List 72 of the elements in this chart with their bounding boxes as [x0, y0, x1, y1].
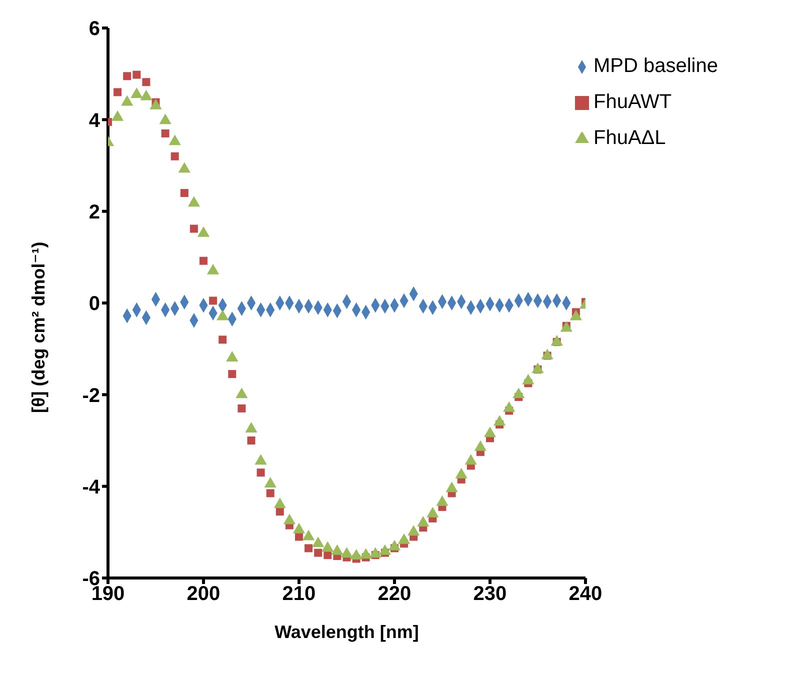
point: [312, 536, 324, 548]
point: [218, 336, 227, 344]
point: [378, 544, 392, 555]
point: [331, 544, 344, 555]
point: [570, 310, 582, 320]
y-tick-label: -2: [82, 384, 100, 407]
point: [340, 547, 353, 558]
legend-label: FhuAΔL: [593, 127, 666, 149]
point: [398, 533, 410, 544]
point: [209, 296, 218, 305]
y-tick-label: -4: [82, 476, 101, 498]
point: [360, 548, 372, 559]
point: [541, 348, 554, 360]
x-axis-title: Wavelength [nm]: [274, 622, 419, 642]
point: [350, 548, 362, 560]
point: [190, 224, 198, 233]
point: [114, 88, 122, 96]
point: [388, 540, 401, 550]
point: [522, 374, 534, 384]
point: [503, 401, 516, 412]
x-tick-label: 210: [282, 583, 316, 606]
x-tick-label: 240: [568, 583, 602, 606]
point: [304, 544, 313, 552]
point: [322, 541, 334, 552]
point: [254, 454, 267, 465]
point: [314, 548, 322, 557]
y-tick-label: 2: [88, 201, 100, 224]
point: [294, 532, 303, 541]
point: [247, 436, 256, 444]
point: [142, 78, 150, 86]
point: [238, 404, 246, 412]
legend-label: FhuAWT: [593, 91, 672, 113]
point: [245, 422, 258, 433]
point: [264, 477, 276, 488]
point: [426, 506, 439, 518]
point: [236, 388, 248, 398]
point: [161, 129, 170, 138]
point: [123, 72, 132, 80]
point: [324, 551, 332, 560]
point: [276, 508, 284, 516]
point: [228, 370, 236, 378]
y-tick-label: 6: [88, 18, 100, 40]
point: [484, 426, 496, 438]
point: [408, 525, 420, 536]
point: [180, 189, 188, 197]
legend-label: MPD baseline: [593, 55, 718, 77]
point: [132, 70, 141, 79]
point: [216, 310, 229, 320]
point: [292, 522, 306, 534]
point: [446, 482, 458, 492]
point: [170, 152, 179, 160]
y-axis-title: [θ] (deg cm² dmol⁻¹): [28, 242, 48, 413]
point: [283, 514, 296, 524]
y-tick-label: 4: [88, 110, 101, 132]
point: [464, 454, 477, 465]
point: [256, 468, 265, 477]
point: [455, 468, 468, 478]
x-tick-label: 200: [186, 583, 220, 606]
point: [493, 415, 506, 426]
y-tick-label: 0: [88, 293, 100, 316]
point: [199, 256, 208, 265]
point: [474, 440, 487, 451]
point: [266, 489, 274, 498]
point: [436, 495, 448, 506]
x-tick-label: 230: [473, 583, 507, 606]
point: [512, 388, 525, 398]
point: [302, 530, 315, 540]
point: [226, 350, 238, 362]
x-tick-label: 220: [378, 583, 412, 606]
point: [274, 498, 286, 508]
point: [369, 547, 382, 558]
point: [417, 516, 430, 527]
